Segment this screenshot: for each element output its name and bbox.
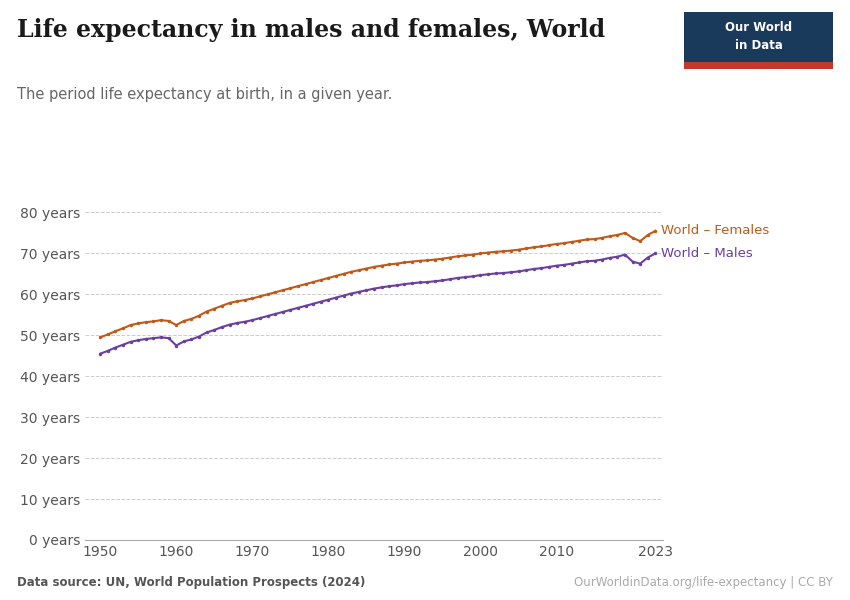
- Text: World – Males: World – Males: [661, 247, 753, 260]
- Bar: [684, 62, 833, 69]
- Text: World – Females: World – Females: [661, 224, 770, 238]
- Text: Life expectancy in males and females, World: Life expectancy in males and females, Wo…: [17, 18, 605, 42]
- Text: Data source: UN, World Population Prospects (2024): Data source: UN, World Population Prospe…: [17, 576, 366, 589]
- Text: in Data: in Data: [734, 38, 783, 52]
- FancyBboxPatch shape: [684, 12, 833, 69]
- Text: OurWorldinData.org/life-expectancy | CC BY: OurWorldinData.org/life-expectancy | CC …: [574, 576, 833, 589]
- Text: Our World: Our World: [725, 22, 792, 34]
- Text: The period life expectancy at birth, in a given year.: The period life expectancy at birth, in …: [17, 87, 393, 102]
